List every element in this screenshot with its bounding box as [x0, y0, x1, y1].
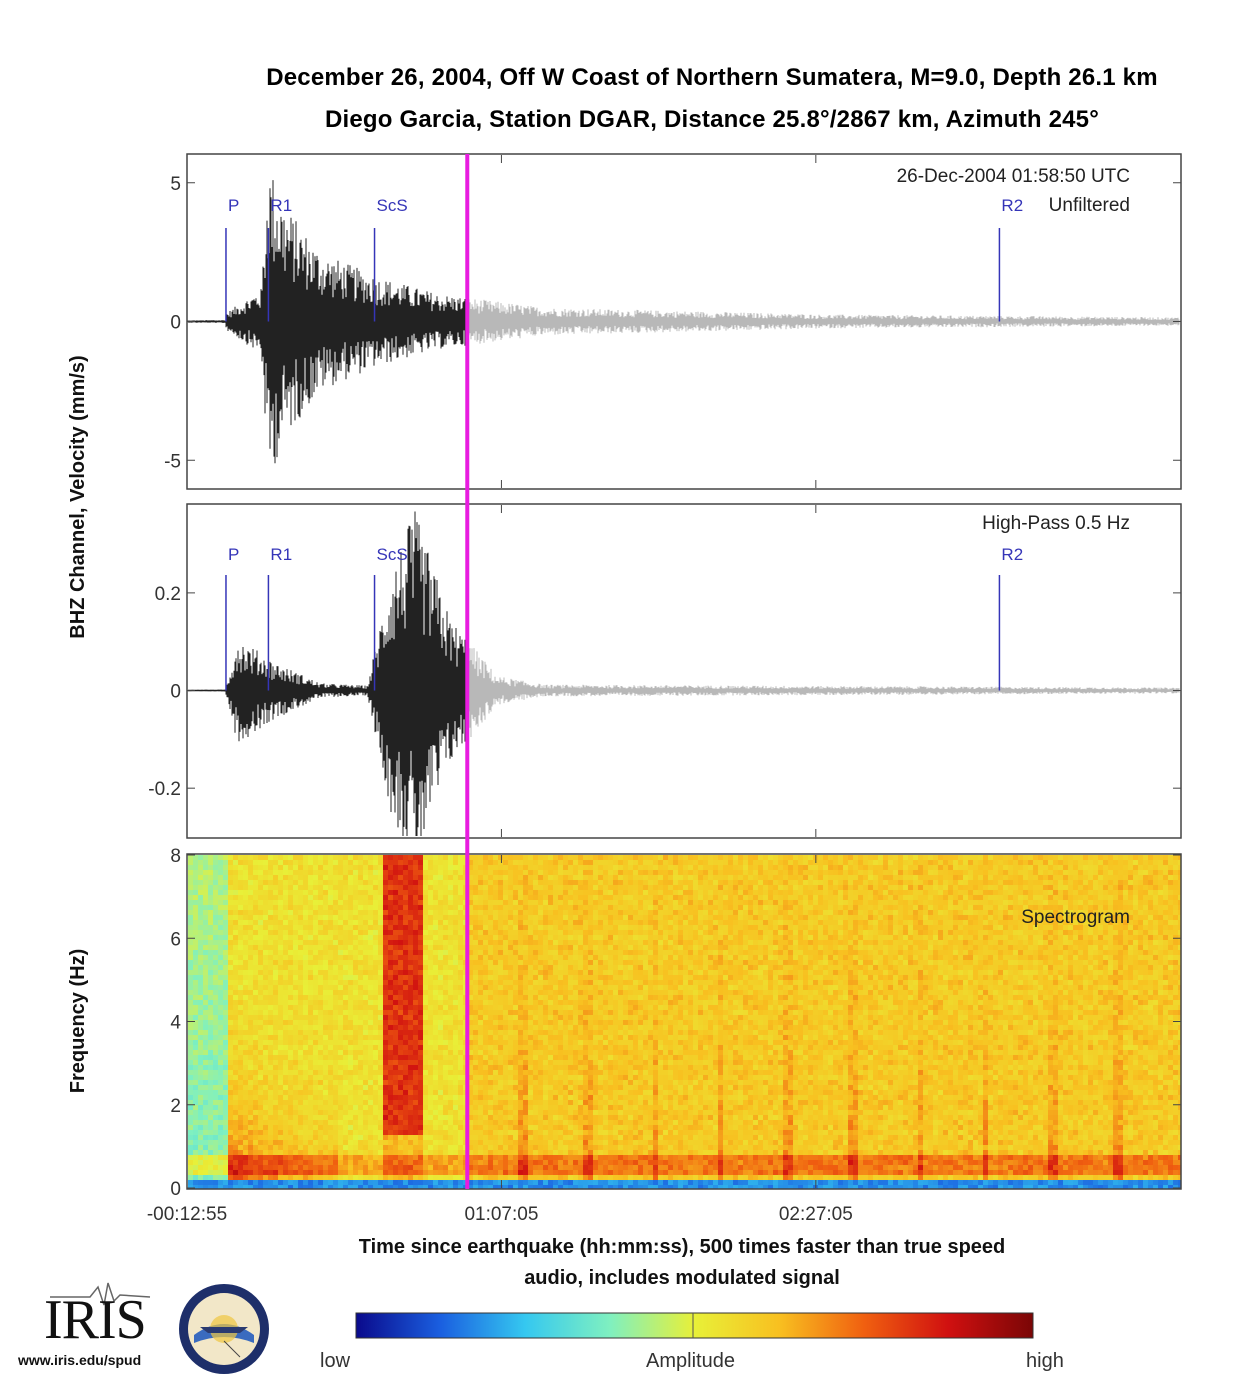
unfiltered-y-ticks: -5 0 5	[164, 174, 1181, 472]
highpass-label: High-Pass 0.5 Hz	[982, 513, 1130, 534]
y-tick-label: 5	[170, 174, 181, 195]
unfiltered-panel: P R1 ScS R2 -5 0 5 26-Dec-2004 01:58:50 UTC U…	[164, 153, 1182, 490]
amplitude-colorbar	[355, 1312, 1034, 1339]
phase-label-scs: ScS	[377, 196, 408, 215]
chart-title: December 26, 2004, Off W Coast of Northe…	[266, 64, 1158, 91]
iris-logo	[50, 1282, 151, 1306]
highpass-y-ticks: -0.2 0 0.2	[148, 584, 1181, 800]
nsf-seal	[179, 1284, 269, 1374]
y-tick-label: 2	[170, 1096, 181, 1117]
spectrogram-heatmap	[188, 855, 1181, 1189]
phase-label-scs: ScS	[377, 545, 408, 564]
iris-url: www.iris.edu/spud	[18, 1352, 142, 1368]
x-tick-label: 01:07:05	[464, 1204, 538, 1225]
y-tick-label: -5	[164, 451, 181, 472]
time-x-axis-label: Time since earthquake (hh:mm:ss), 500 ti…	[359, 1236, 1006, 1258]
phase-label-p: P	[228, 196, 239, 215]
y-tick-label: 0	[170, 313, 181, 334]
phase-label-r2: R2	[1001, 196, 1023, 215]
y-tick-label: 0	[170, 1179, 181, 1200]
timestamp-label: 26-Dec-2004 01:58:50 UTC	[897, 166, 1130, 187]
colorbar-gradient	[355, 1312, 1034, 1339]
unfiltered-label: Unfiltered	[1049, 195, 1130, 216]
waveform-y-axis-label: BHZ Channel, Velocity (mm/s)	[67, 355, 89, 638]
chart-subtitle: Diego Garcia, Station DGAR, Distance 25.…	[324, 106, 1100, 133]
colorbar-low-label: low	[320, 1350, 351, 1372]
y-tick-label: -0.2	[148, 779, 181, 800]
phase-label-r1: R1	[270, 545, 292, 564]
y-tick-label: 0.2	[155, 584, 181, 605]
phase-label-r1: R1	[270, 196, 292, 215]
spectrogram-y-ticks: 0 2 4 6 8	[170, 846, 1181, 1200]
iris-wordmark: IRIS	[44, 1289, 147, 1351]
x-tick-label: 02:27:05	[779, 1204, 853, 1225]
time-axis-ticks: -00:12:55 01:07:05 02:27:05	[147, 155, 853, 1225]
highpass-phase-markers: P R1 ScS R2	[225, 545, 1023, 691]
unfiltered-phase-markers: P R1 ScS R2	[225, 196, 1023, 322]
spectrogram-label: Spectrogram	[1021, 907, 1130, 928]
spectrogram-panel: 0 2 4 6 8 Spectrogram	[170, 846, 1182, 1200]
frequency-y-axis-label: Frequency (Hz)	[67, 949, 89, 1093]
highpass-plot-frame	[186, 503, 1182, 839]
colorbar-high-label: high	[1026, 1350, 1064, 1372]
y-tick-label: 4	[170, 1013, 181, 1034]
highpass-panel: P R1 ScS R2 -0.2 0 0.2 High-Pass 0.5 Hz	[148, 503, 1182, 839]
phase-label-p: P	[228, 545, 239, 564]
time-x-axis-note: audio, includes modulated signal	[524, 1267, 840, 1289]
y-tick-label: 0	[170, 682, 181, 703]
colorbar-title: Amplitude	[646, 1350, 735, 1372]
y-tick-label: 6	[170, 929, 181, 950]
unfiltered-waveform	[187, 180, 1180, 464]
x-tick-label: -00:12:55	[147, 1204, 227, 1225]
y-tick-label: 8	[170, 846, 181, 867]
phase-label-r2: R2	[1001, 545, 1023, 564]
